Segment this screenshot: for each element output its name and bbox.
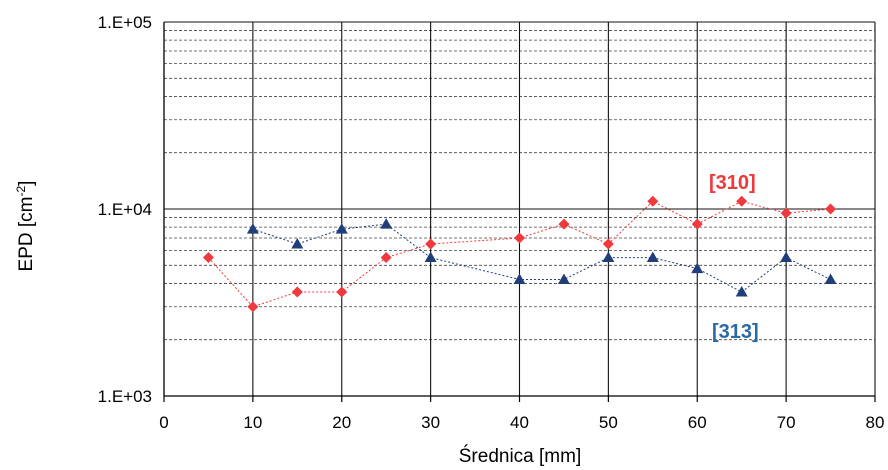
x-tick-label: 30 xyxy=(421,413,440,432)
series-label-310: [310] xyxy=(709,172,756,194)
data-point xyxy=(825,203,837,215)
x-tick-label: 40 xyxy=(510,413,529,432)
data-point xyxy=(557,273,570,284)
data-point xyxy=(380,252,392,264)
x-tick-label: 70 xyxy=(777,413,796,432)
data-point xyxy=(514,232,525,244)
y-tick-label: 1.E+03 xyxy=(98,387,152,406)
data-point xyxy=(646,251,659,263)
data-point xyxy=(736,195,748,207)
major-gridlines xyxy=(164,21,876,397)
data-point xyxy=(691,218,703,230)
data-point xyxy=(424,251,437,263)
series-0 xyxy=(202,195,837,313)
y-axis-title-main: EPD [cm xyxy=(16,197,37,272)
data-point xyxy=(246,223,259,234)
x-tick-label: 50 xyxy=(599,413,618,432)
data-point xyxy=(647,195,659,207)
y-tick-labels: 1.E+03 1.E+04 1.E+05 xyxy=(98,13,152,406)
data-point xyxy=(735,285,748,297)
series-label-313: [313] xyxy=(712,321,759,343)
series-layer xyxy=(202,195,837,313)
x-axis-title: Średnica [mm] xyxy=(459,445,581,467)
data-point xyxy=(691,262,704,274)
data-point xyxy=(602,238,614,250)
data-point xyxy=(291,286,303,298)
data-point xyxy=(335,223,348,234)
data-point xyxy=(380,218,393,229)
series-line xyxy=(208,200,831,308)
y-axis-title-end: ] xyxy=(16,181,37,186)
data-point xyxy=(780,207,792,219)
data-point xyxy=(425,238,437,250)
x-tick-labels: 0 10 20 30 40 50 60 70 80 xyxy=(159,413,884,432)
data-point xyxy=(558,218,570,230)
data-point xyxy=(202,252,214,264)
x-tick-label: 10 xyxy=(243,413,262,432)
x-tick-label: 80 xyxy=(866,413,885,432)
axes xyxy=(163,22,876,402)
series-line xyxy=(252,223,831,293)
data-point xyxy=(780,251,793,263)
series-1 xyxy=(246,218,837,297)
data-point xyxy=(336,286,348,298)
data-point xyxy=(513,273,526,284)
data-point xyxy=(602,251,615,263)
data-point xyxy=(247,301,259,313)
x-tick-label: 60 xyxy=(688,413,707,432)
y-axis-title-superscript: -2 xyxy=(14,186,28,197)
x-tick-label: 20 xyxy=(332,413,351,432)
y-tick-label: 1.E+04 xyxy=(98,200,152,219)
data-point xyxy=(291,237,304,249)
data-point xyxy=(824,273,837,284)
x-tick-label: 0 xyxy=(159,413,168,432)
y-tick-label: 1.E+05 xyxy=(98,13,152,32)
y-axis-title: EPD [cm-2] xyxy=(14,181,37,272)
